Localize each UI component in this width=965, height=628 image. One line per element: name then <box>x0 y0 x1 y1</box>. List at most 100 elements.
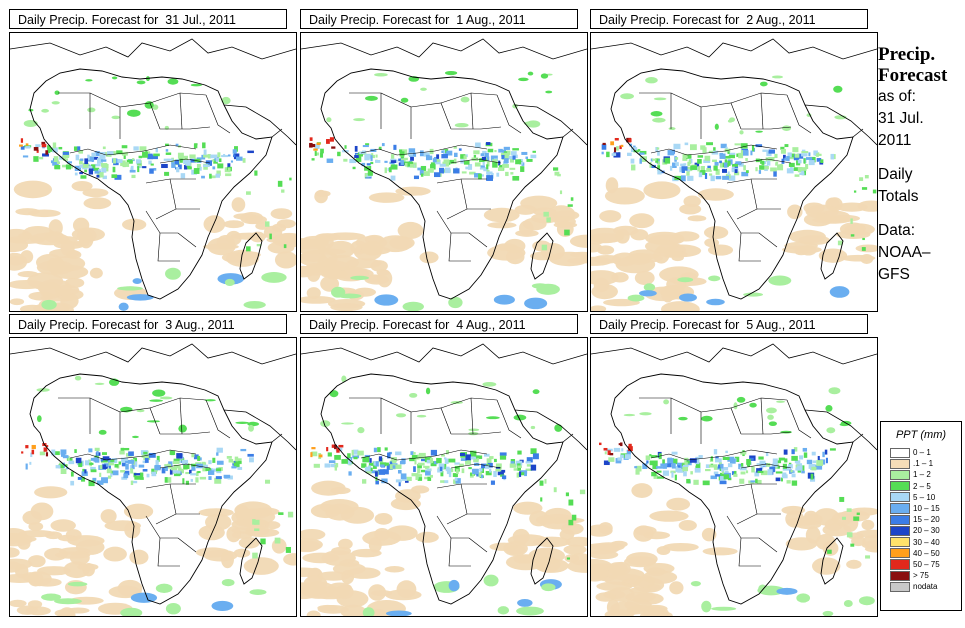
rain-cell <box>797 153 804 159</box>
rain-cell <box>469 171 476 175</box>
rain-cell <box>176 167 180 173</box>
tan-patch <box>323 269 348 279</box>
rain-cell <box>177 152 184 159</box>
tan-patch <box>701 527 717 542</box>
legend-row: 10 – 15 <box>881 503 961 514</box>
rain-cell <box>99 464 105 470</box>
rain-cell <box>409 457 416 462</box>
rain-cell <box>791 455 798 461</box>
tan-patch <box>625 591 656 602</box>
rain-cell <box>434 172 441 178</box>
rain-cell <box>98 168 101 172</box>
tan-patch <box>604 187 645 205</box>
rain-cell <box>77 476 82 480</box>
rain-cell <box>420 458 426 462</box>
rain-cell <box>712 159 717 162</box>
rain-cell <box>197 455 201 462</box>
rain-cell <box>80 158 84 161</box>
rain-cell <box>483 167 489 172</box>
rain-cell <box>460 458 467 461</box>
rain-cell <box>750 150 753 156</box>
rain-cell <box>850 234 855 237</box>
heavy-rain-cell <box>311 447 316 450</box>
tan-patch <box>231 527 257 534</box>
ocean-rain-patch <box>768 275 792 286</box>
rain-cell <box>423 171 430 176</box>
rain-cell <box>366 163 371 166</box>
rain-cell <box>679 166 684 173</box>
rain-cell <box>74 172 78 176</box>
rain-cell <box>254 528 260 532</box>
tan-patch <box>315 233 341 242</box>
heavy-rain-cell <box>318 454 323 458</box>
rain-cell <box>454 465 460 472</box>
tan-patch <box>82 188 109 198</box>
rain-cell <box>680 175 686 182</box>
rain-cell <box>475 142 481 148</box>
rain-cell <box>81 471 88 476</box>
rain-cell <box>473 150 480 155</box>
rain-cell <box>344 145 347 149</box>
rain-cell <box>766 463 771 467</box>
rain-cell <box>617 457 623 461</box>
rain-cell <box>479 467 483 472</box>
country-border <box>451 126 502 130</box>
heavy-rain-cell <box>45 452 49 457</box>
heavy-rain-cell <box>610 141 615 146</box>
tan-patch <box>861 540 877 550</box>
rain-cell <box>120 447 125 452</box>
rain-cell <box>861 187 868 190</box>
rain-cell <box>327 452 332 457</box>
ocean-rain-patch <box>516 606 544 616</box>
country-border <box>446 483 468 525</box>
rain-cell <box>719 153 726 159</box>
tan-patch <box>634 270 655 286</box>
rain-cell <box>698 172 703 178</box>
rain-cell <box>413 452 416 455</box>
rain-cell <box>102 456 110 461</box>
ocean-rain-patch <box>374 294 399 306</box>
rain-cell <box>212 166 216 170</box>
rain-cell <box>689 144 697 151</box>
rain-patch <box>51 101 60 105</box>
legend-row: 40 – 50 <box>881 548 961 559</box>
rain-cell <box>686 154 692 159</box>
rain-cell <box>509 167 516 170</box>
rain-cell <box>246 246 251 252</box>
rain-cell <box>811 451 816 456</box>
rain-cell <box>347 460 352 465</box>
rain-cell <box>168 461 173 467</box>
rain-cell <box>539 480 544 486</box>
rain-cell <box>138 464 145 468</box>
rain-cell <box>846 508 852 512</box>
rain-cell <box>781 474 788 479</box>
rain-cell <box>207 470 215 475</box>
tan-patch <box>395 186 431 196</box>
tan-patch <box>34 486 68 499</box>
rain-cell <box>839 496 845 502</box>
rain-patch <box>532 389 540 395</box>
country-border <box>149 92 207 104</box>
rain-cell <box>88 459 91 462</box>
rain-cell <box>797 465 803 471</box>
rain-cell <box>382 462 389 466</box>
tan-patch <box>419 251 439 264</box>
rain-cell <box>686 169 691 172</box>
rain-cell <box>371 470 378 474</box>
rain-cell <box>353 449 359 455</box>
tan-patch <box>787 204 803 220</box>
map-panel: Daily Precip. Forecast for 3 Aug., 2011 <box>9 314 297 617</box>
tan-patch <box>44 531 63 540</box>
rain-patch <box>759 81 768 87</box>
rain-cell <box>801 151 809 154</box>
rain-cell <box>442 161 450 167</box>
tan-patch <box>266 236 294 244</box>
tan-patch <box>415 531 439 543</box>
tan-patch <box>83 197 112 210</box>
tan-patch <box>368 537 382 553</box>
rain-cell <box>227 475 233 480</box>
rain-cell <box>112 166 116 173</box>
rain-patch <box>650 111 663 117</box>
rain-cell <box>671 463 676 469</box>
tan-patch <box>243 557 279 575</box>
